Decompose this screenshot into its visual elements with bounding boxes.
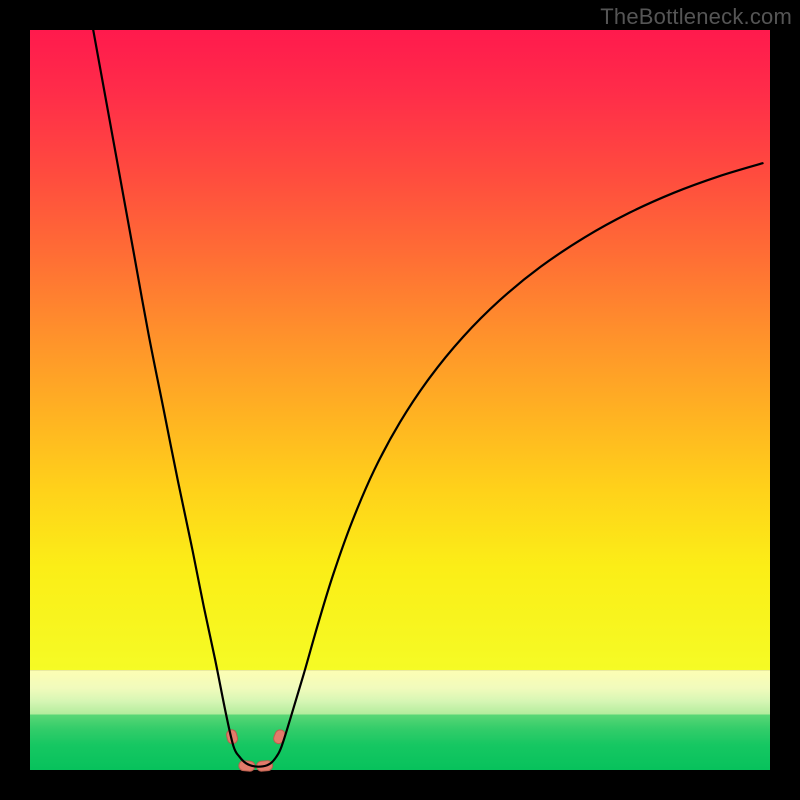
chart-svg xyxy=(0,0,800,800)
green-band xyxy=(30,715,770,771)
gradient-background xyxy=(30,30,770,670)
chart-stage: TheBottleneck.com xyxy=(0,0,800,800)
pale-band xyxy=(30,670,770,714)
plot-area xyxy=(30,8,770,772)
